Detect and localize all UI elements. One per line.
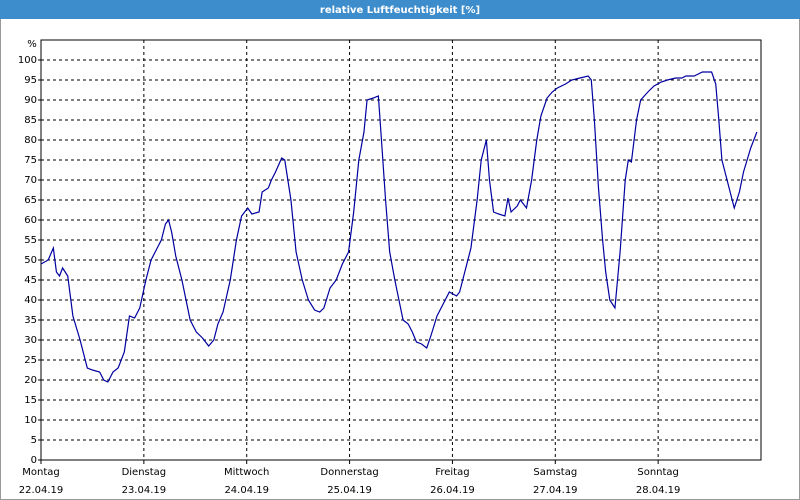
x-tick-label: Donnerstag (320, 467, 378, 478)
x-tick-label: Mittwoch (224, 467, 269, 478)
x-tick-label: Freitag (435, 467, 469, 478)
x-tick-date: 26.04.19 (430, 485, 475, 496)
y-tick-label: 45 (24, 275, 37, 286)
data-line (40, 71, 758, 383)
y-tick-label: 5 (31, 435, 37, 446)
y-tick-label: 70 (24, 175, 37, 186)
y-tick-label: 50 (24, 255, 37, 266)
y-axis-label: % (27, 39, 37, 50)
x-tick-date: 28.04.19 (636, 485, 681, 496)
y-tick-label: 55 (24, 235, 37, 246)
plot-area (40, 39, 762, 461)
y-tick-label: 35 (24, 315, 37, 326)
x-tick-label: Sonntag (637, 467, 679, 478)
y-tick-label: 40 (24, 295, 37, 306)
x-tick-label: Dienstag (122, 467, 167, 478)
y-tick-label: 75 (24, 155, 37, 166)
chart-title: relative Luftfeuchtigkeit [%] (320, 5, 480, 16)
y-tick-label: 95 (24, 75, 37, 86)
x-tick-date: 22.04.19 (19, 485, 64, 496)
x-tick-label: Montag (22, 467, 59, 478)
x-tick-date: 27.04.19 (533, 485, 578, 496)
x-tick-date: 23.04.19 (122, 485, 167, 496)
y-tick-label: 65 (24, 195, 37, 206)
y-tick-label: 25 (24, 355, 37, 366)
title-bar (0, 0, 800, 19)
y-tick-label: 0 (31, 455, 37, 466)
x-tick-date: 24.04.19 (224, 485, 269, 496)
y-tick-label: 60 (24, 215, 37, 226)
y-tick-label: 10 (24, 415, 37, 426)
y-tick-label: 80 (24, 135, 37, 146)
y-tick-label: 15 (24, 395, 37, 406)
y-tick-label: 20 (24, 375, 37, 386)
x-tick-date: 25.04.19 (327, 485, 372, 496)
y-tick-label: 85 (24, 115, 37, 126)
y-tick-label: 30 (24, 335, 37, 346)
y-tick-label: 90 (24, 95, 37, 106)
x-tick-label: Samstag (533, 467, 577, 478)
y-tick-label: 100 (18, 55, 37, 66)
